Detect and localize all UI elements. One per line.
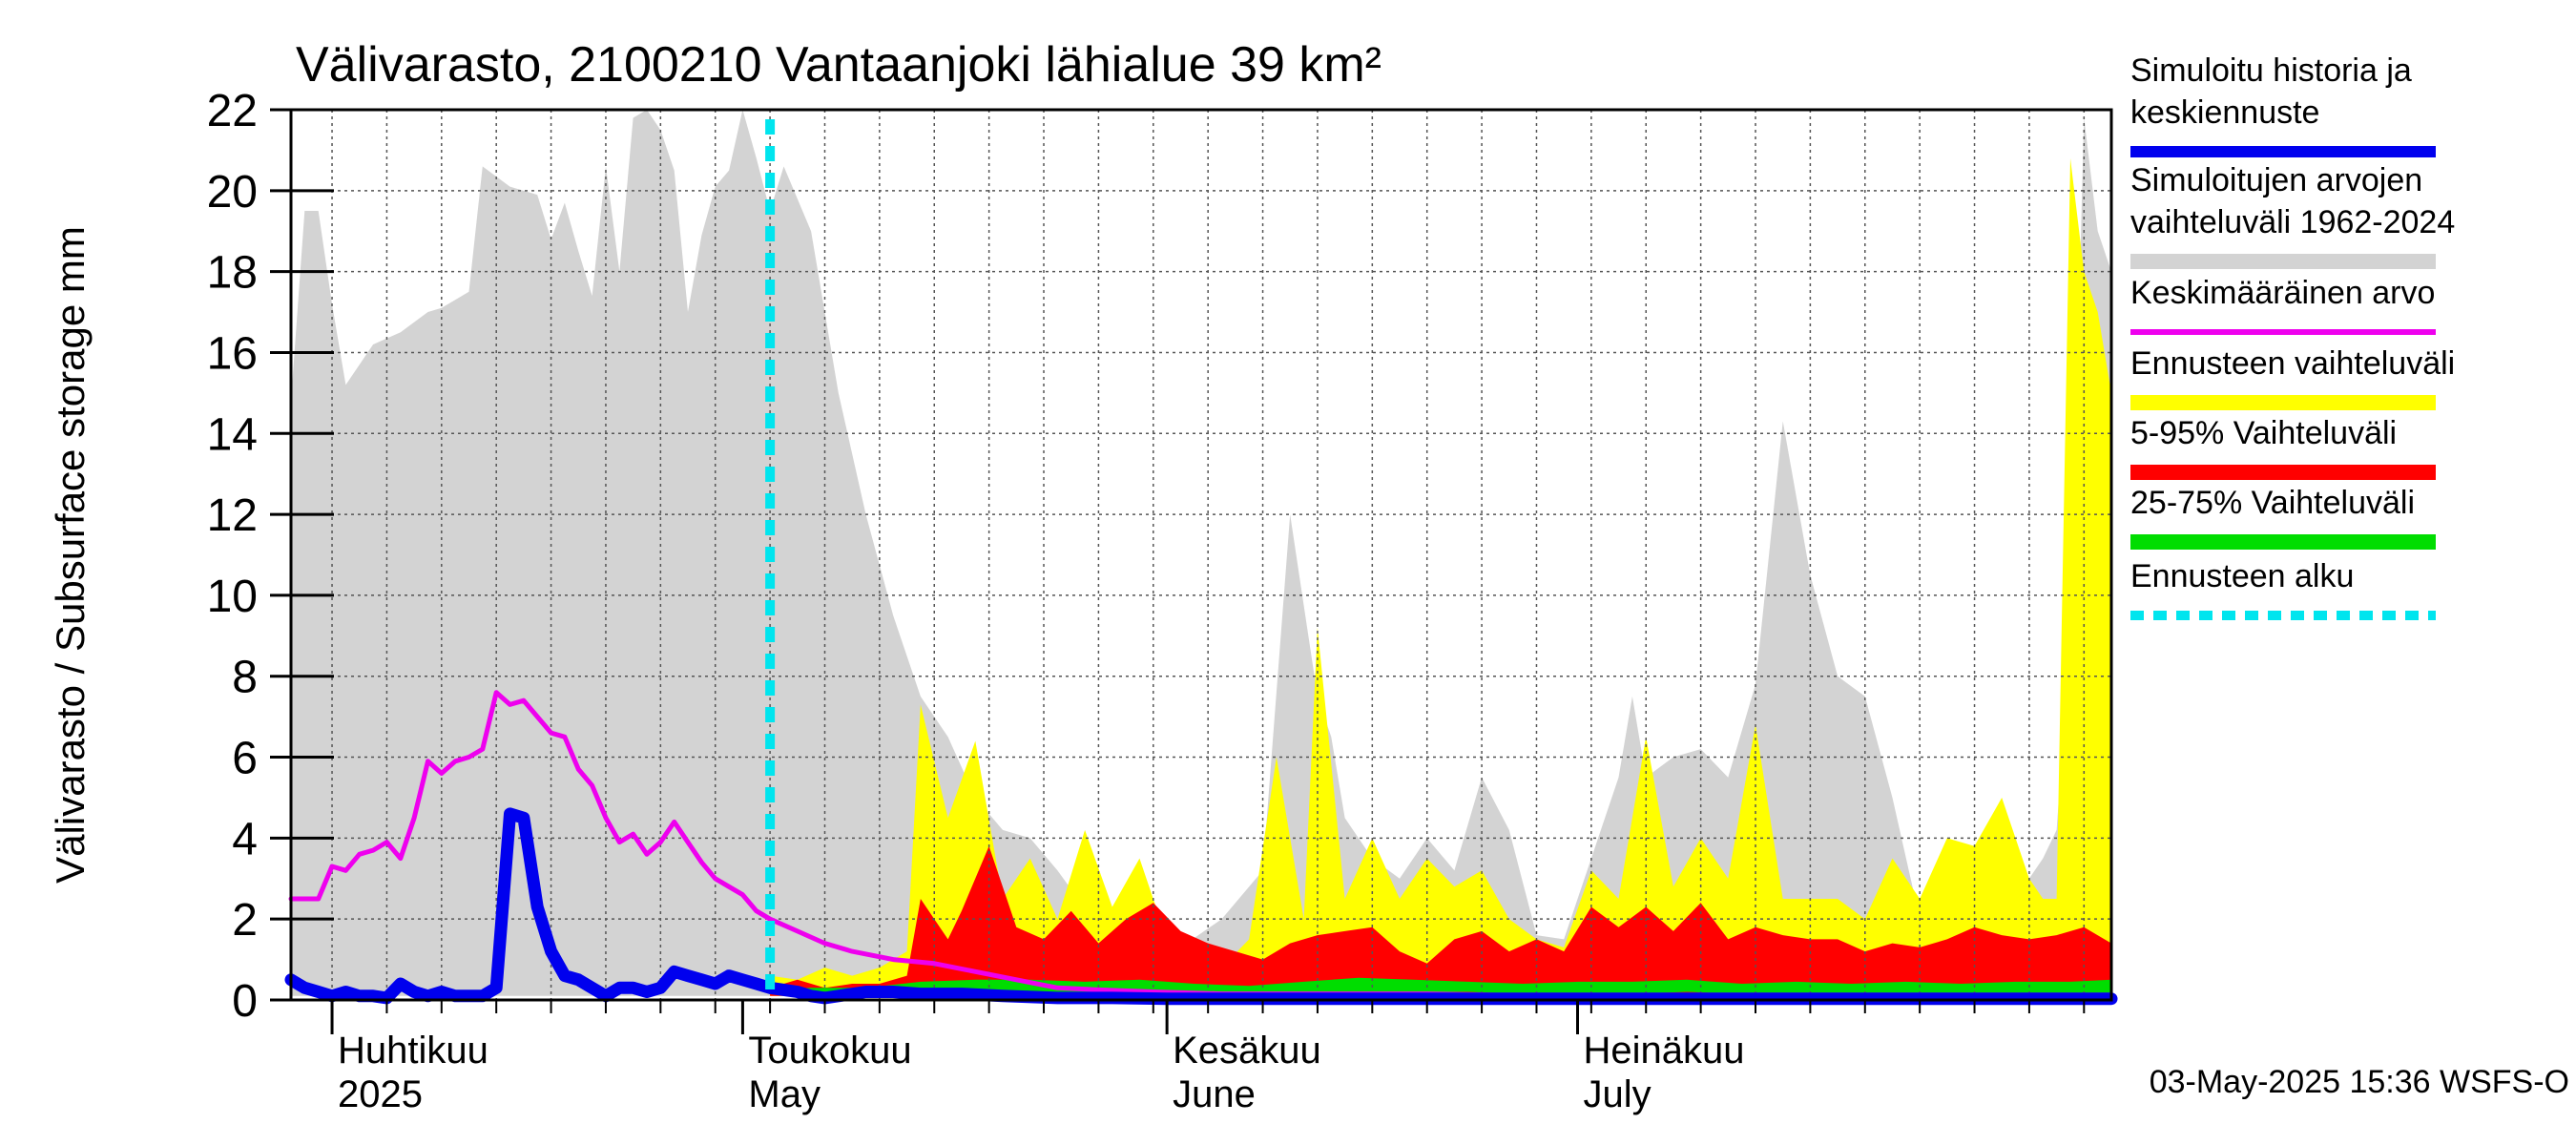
y-tick-label-2: 4	[232, 814, 258, 864]
x-month-label-fi: Toukokuu	[748, 1030, 911, 1072]
y-tick-label-8: 16	[207, 328, 258, 379]
timestamp: 03-May-2025 15:36 WSFS-O	[2150, 1064, 2569, 1100]
legend-label-2: Keskimääräinen arvo	[2130, 275, 2435, 311]
grid-layer	[291, 110, 2111, 1000]
band-2	[770, 845, 2111, 996]
y-axis: 0 2 4 6 8 10 12 14 16 18 20 22	[207, 86, 334, 1027]
y-tick-label-9: 18	[207, 248, 258, 299]
x-month-label-fi: Kesäkuu	[1173, 1030, 1321, 1072]
legend-label-6: Ennusteen alku	[2130, 558, 2354, 594]
band-0	[291, 110, 2111, 996]
legend-label-0: keskiennuste	[2130, 94, 2319, 131]
legend-label-1: vaihteluväli 1962-2024	[2130, 204, 2455, 240]
legend-label-0: Simuloitu historia ja	[2130, 52, 2412, 89]
y-tick-label-10: 20	[207, 167, 258, 218]
x-month-label-en: July	[1584, 1073, 1652, 1115]
x-month-label-fi: Huhtikuu	[338, 1030, 488, 1072]
x-month-label-fi: Heinäkuu	[1584, 1030, 1745, 1072]
y-tick-label-0: 0	[232, 976, 258, 1027]
y-tick-label-1: 2	[232, 895, 258, 946]
y-tick-label-11: 22	[207, 86, 258, 136]
y-tick-label-7: 14	[207, 409, 258, 460]
plot-frame	[289, 108, 2113, 1002]
y-tick-label-4: 8	[232, 653, 258, 703]
x-month-label-en: May	[748, 1073, 821, 1115]
y-tick-label-3: 6	[232, 734, 258, 784]
x-month-label-en: 2025	[338, 1073, 423, 1115]
y-axis-label: Välivarasto / Subsurface storage mm	[48, 226, 93, 884]
legend-label-3: Ennusteen vaihteluväli	[2130, 345, 2455, 382]
legend: Simuloitu historia ja keskiennuste Simuloi…	[2130, 52, 2455, 620]
legend-label-5: 25-75% Vaihteluväli	[2130, 485, 2415, 521]
legend-label-1: Simuloitujen arvojen	[2130, 162, 2422, 198]
legend-label-4: 5-95% Vaihteluväli	[2130, 415, 2397, 451]
band-1	[770, 157, 2111, 996]
y-tick-label-5: 10	[207, 572, 258, 622]
bands-layer	[291, 110, 2111, 996]
y-tick-label-6: 12	[207, 490, 258, 541]
x-month-label-en: June	[1173, 1073, 1256, 1115]
chart-title: Välivarasto, 2100210 Vantaanjoki lähialu…	[296, 37, 1381, 93]
